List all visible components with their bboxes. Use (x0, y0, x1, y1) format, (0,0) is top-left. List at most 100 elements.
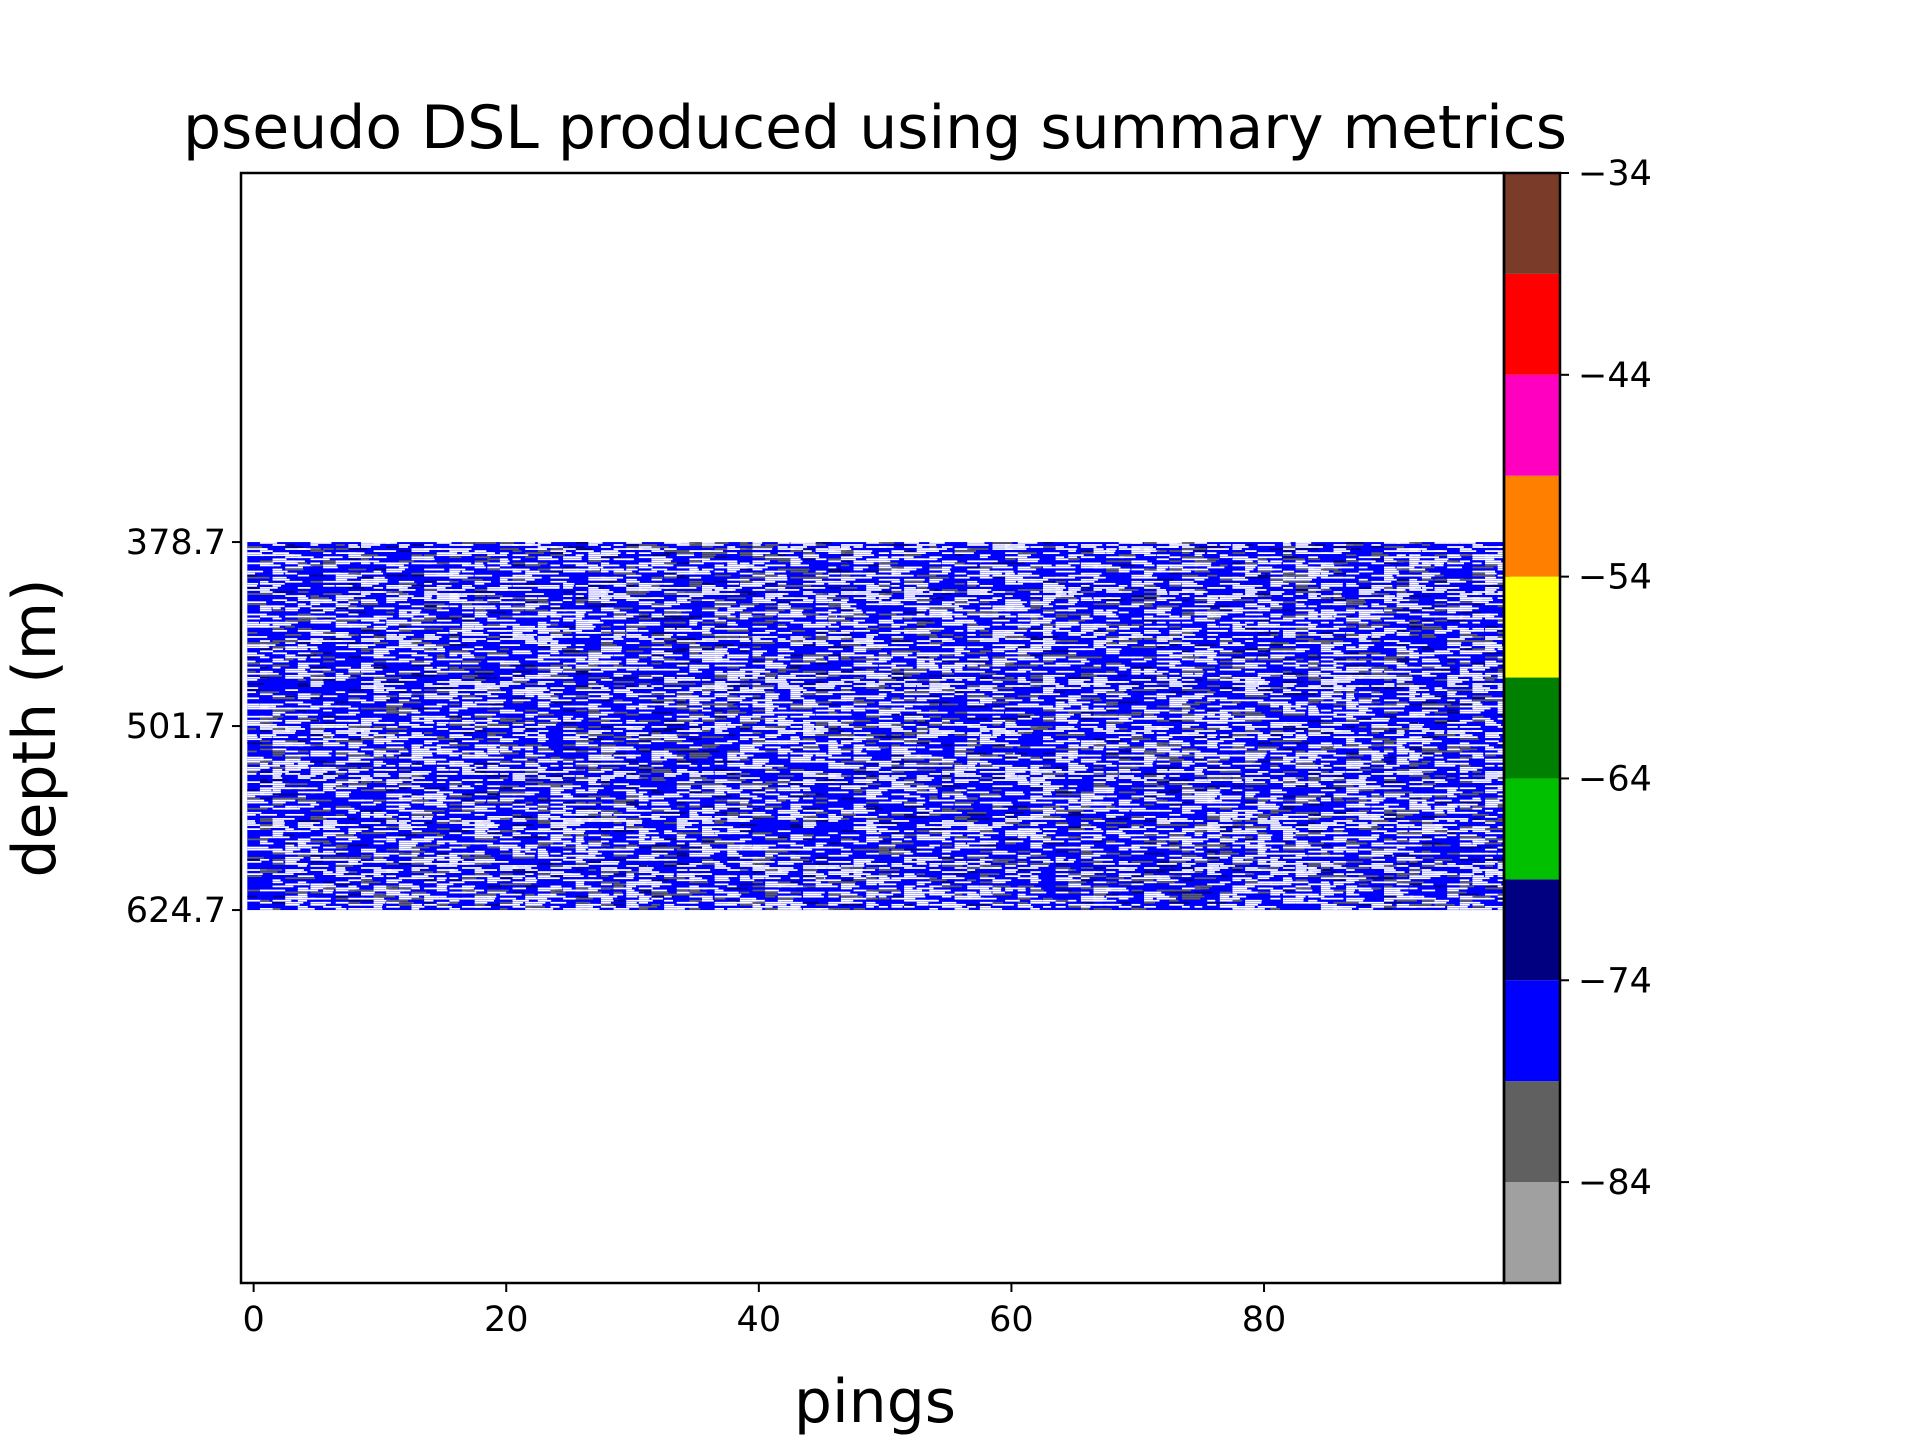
heatmap-cell (525, 687, 548, 689)
heatmap-cell (828, 613, 847, 616)
heatmap-cell (853, 613, 866, 616)
heatmap-cell (1181, 732, 1199, 734)
heatmap-cell (891, 568, 912, 571)
heatmap-cell (1106, 740, 1124, 743)
heatmap-cell (373, 550, 397, 552)
heatmap-cell (1270, 578, 1286, 581)
heatmap-cell (1485, 627, 1502, 630)
heatmap-cell (1219, 638, 1232, 640)
heatmap-cell (840, 672, 861, 675)
heatmap-cell (1219, 679, 1240, 681)
heatmap-cell (1005, 721, 1016, 724)
heatmap-cell (272, 560, 296, 563)
heatmap-cell (575, 550, 594, 552)
heatmap-cell (563, 619, 574, 622)
heatmap-cell (1194, 603, 1215, 606)
heatmap-cell (588, 703, 602, 706)
heatmap-cell (1245, 609, 1262, 612)
heatmap-cell (1043, 683, 1060, 685)
heatmap-cell (1055, 728, 1072, 730)
heatmap-cell (474, 685, 489, 687)
heatmap-cell (1219, 728, 1232, 730)
heatmap-cell (575, 613, 585, 616)
heatmap-cell (1472, 574, 1495, 577)
heatmap-cell (1371, 632, 1387, 634)
heatmap-cell (1169, 556, 1181, 559)
heatmap-cell (790, 621, 812, 624)
heatmap-cell (1169, 568, 1189, 571)
heatmap-cell (1257, 593, 1270, 595)
heatmap-cell (664, 603, 680, 606)
heatmap-cell (373, 638, 385, 640)
heatmap-cell (904, 683, 922, 685)
heatmap-cell (1181, 629, 1200, 632)
heatmap-cell (1282, 554, 1293, 557)
heatmap-cell (1270, 703, 1292, 706)
heatmap-cell (1169, 650, 1188, 653)
heatmap-cell (904, 578, 925, 581)
heatmap-cell (904, 597, 919, 599)
heatmap-cell (436, 670, 451, 673)
heatmap-cell (891, 703, 907, 706)
heatmap-cell (1144, 728, 1167, 730)
heatmap-cell (840, 611, 863, 614)
heatmap-cell (1181, 707, 1196, 710)
heatmap-cell (537, 724, 556, 726)
heatmap-cell (1333, 544, 1354, 546)
heatmap-cell (1194, 554, 1203, 557)
heatmap-cell (638, 591, 650, 593)
heatmap-cell (1396, 584, 1411, 587)
heatmap-cell (941, 724, 955, 726)
heatmap-cell (360, 648, 375, 651)
heatmap-cell (386, 634, 397, 636)
heatmap-cell (1232, 609, 1250, 612)
heatmap-cell (462, 656, 485, 659)
heatmap-cell (1333, 730, 1351, 732)
heatmap-cell (1358, 570, 1374, 573)
heatmap-cell (1118, 542, 1141, 544)
heatmap-cell (1409, 589, 1427, 591)
heatmap-cell (247, 703, 260, 706)
heatmap-cell (727, 562, 738, 565)
heatmap-cell (247, 552, 262, 555)
heatmap-cell (701, 582, 715, 585)
heatmap-cell (739, 582, 761, 585)
heatmap-cell (335, 580, 351, 583)
heatmap-cell (727, 589, 736, 591)
heatmap-cell (916, 640, 931, 642)
heatmap-cell (1358, 676, 1380, 679)
heatmap-cell (386, 621, 408, 624)
heatmap-cell (664, 681, 678, 683)
heatmap-cell (360, 638, 378, 640)
heatmap-cell (1485, 564, 1501, 567)
heatmap-cell (891, 642, 914, 644)
heatmap-cell (651, 578, 663, 581)
heatmap-cell (967, 640, 981, 642)
heatmap-cell (941, 658, 960, 661)
heatmap-cell (664, 627, 675, 630)
heatmap-cell (310, 544, 319, 546)
heatmap-cell (714, 687, 734, 689)
heatmap-cell (664, 693, 676, 696)
heatmap-cell (992, 574, 1010, 577)
heatmap-cell (689, 654, 703, 657)
heatmap-cell (348, 676, 357, 679)
heatmap-cell (1472, 717, 1491, 720)
heatmap-cell (272, 697, 294, 700)
heatmap-cell (752, 668, 765, 671)
heatmap-cell (1080, 679, 1091, 681)
heatmap-cell (1485, 668, 1503, 671)
heatmap-cell (537, 713, 555, 716)
heatmap-cell (1371, 574, 1393, 577)
heatmap-cell (1080, 544, 1103, 546)
heatmap-cell (916, 660, 925, 663)
heatmap-cell (1333, 570, 1342, 573)
heatmap-cell (1207, 558, 1220, 561)
heatmap-cell (550, 719, 562, 722)
heatmap-cell (1308, 734, 1331, 736)
heatmap-cell (1118, 687, 1133, 689)
heatmap-cell (1118, 736, 1135, 739)
heatmap-cell (777, 568, 793, 571)
heatmap-cell (588, 544, 598, 546)
